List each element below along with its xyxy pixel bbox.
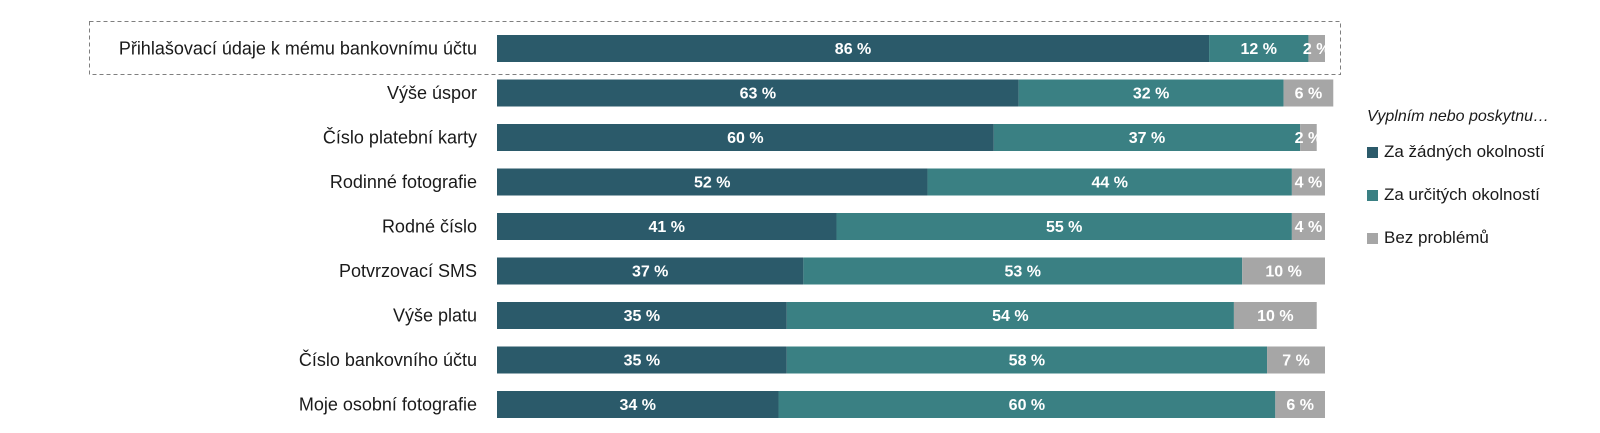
data-label: 35 % — [624, 308, 660, 325]
data-label: 6 % — [1286, 397, 1314, 414]
data-label: 6 % — [1295, 86, 1323, 103]
data-label: 12 % — [1241, 41, 1277, 58]
data-label: 60 % — [727, 130, 763, 147]
data-label: 4 % — [1295, 175, 1323, 192]
bar-segment — [1275, 391, 1325, 418]
data-label: 55 % — [1046, 219, 1082, 236]
legend-swatch-no-problem — [1367, 232, 1378, 244]
bar-segment — [803, 257, 1243, 285]
data-label: 34 % — [620, 397, 656, 414]
bar-segment — [497, 124, 994, 151]
data-label: 41 % — [649, 219, 685, 236]
data-label: 60 % — [1009, 397, 1045, 414]
data-label: 10 % — [1265, 264, 1301, 281]
bar-segment — [1018, 79, 1284, 107]
bar-segment — [497, 346, 787, 374]
data-label: 58 % — [1009, 353, 1045, 370]
data-label: 63 % — [740, 86, 776, 103]
data-label: 37 % — [632, 264, 668, 281]
category-label: Rodné číslo — [382, 217, 477, 237]
data-label: 44 % — [1091, 175, 1127, 192]
bar-segment — [1300, 124, 1317, 151]
legend-label-never: Za žádných okolností — [1384, 142, 1545, 161]
bar-segment — [497, 168, 928, 196]
legend-title: Vyplním nebo poskytnu… — [1367, 108, 1550, 125]
bar-segment — [1283, 79, 1334, 107]
legend-label-no-problem: Bez problémů — [1384, 228, 1489, 247]
bar-segment — [1242, 257, 1325, 285]
bar-segment — [497, 302, 787, 329]
bar-segment — [1308, 35, 1325, 62]
bar-segment — [786, 302, 1234, 329]
data-label: 32 % — [1133, 86, 1169, 103]
bar-segment — [497, 213, 837, 240]
data-label: 2 % — [1295, 130, 1323, 147]
bar-segment — [1267, 346, 1325, 374]
bar-segment — [497, 391, 779, 418]
data-label: 54 % — [992, 308, 1028, 325]
data-label: 10 % — [1257, 308, 1293, 325]
data-label: 7 % — [1282, 353, 1310, 370]
bar-segment — [1209, 35, 1309, 62]
legend-swatch-sometimes — [1367, 189, 1378, 201]
category-label: Přihlašovací údaje k mému bankovnímu účt… — [119, 39, 477, 59]
category-label: Moje osobní fotografie — [299, 395, 477, 415]
bar-segment — [1233, 302, 1317, 329]
category-label: Výše úspor — [387, 83, 477, 103]
data-label: 37 % — [1129, 130, 1165, 147]
data-label: 53 % — [1005, 264, 1041, 281]
bar-segment — [836, 213, 1292, 240]
data-label: 86 % — [835, 41, 871, 58]
highlight-frame — [89, 21, 1341, 75]
bar-segment — [927, 168, 1292, 196]
bar-segment — [778, 391, 1276, 418]
category-label: Výše platu — [393, 306, 477, 326]
legend-item-never: Za žádných okolností — [1367, 141, 1549, 163]
legend: Vyplním nebo poskytnu… Za žádných okolno… — [1367, 108, 1549, 270]
legend-item-no-problem: Bez problémů — [1367, 227, 1549, 249]
category-label: Číslo bankovního účtu — [299, 349, 477, 370]
legend-label-sometimes: Za určitých okolností — [1384, 185, 1540, 204]
data-label: 35 % — [624, 353, 660, 370]
data-label: 4 % — [1295, 219, 1323, 236]
bar-segment — [1291, 168, 1325, 196]
category-label: Rodinné fotografie — [330, 172, 477, 192]
data-label: 52 % — [694, 175, 730, 192]
bar-segment — [993, 124, 1301, 151]
legend-item-sometimes: Za určitých okolností — [1367, 184, 1549, 206]
bar-segment — [497, 257, 804, 285]
bar-segment — [786, 346, 1268, 374]
bar-segment — [1291, 213, 1325, 240]
category-label: Potvrzovací SMS — [339, 261, 477, 281]
data-label: 2 % — [1303, 41, 1331, 58]
bar-segment — [497, 35, 1210, 62]
category-label: Číslo platební karty — [323, 127, 477, 148]
legend-swatch-never — [1367, 146, 1378, 158]
bar-segment — [497, 79, 1019, 107]
